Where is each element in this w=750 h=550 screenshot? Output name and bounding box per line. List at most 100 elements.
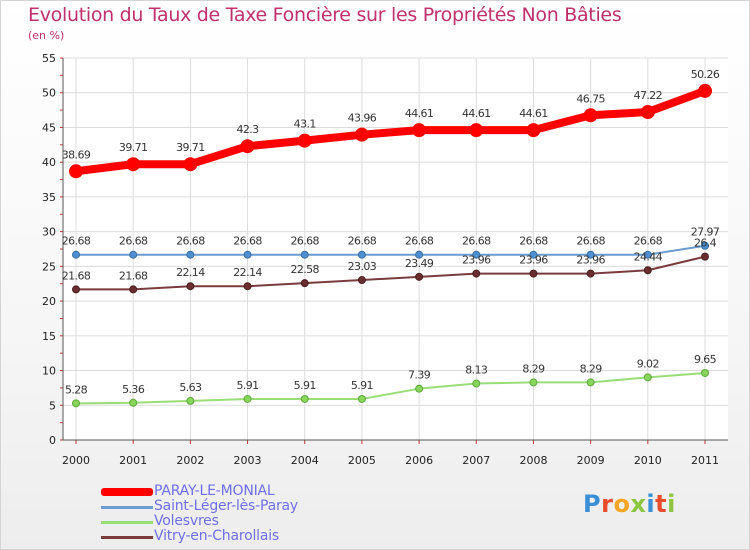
x-tick-label: 2006 bbox=[405, 454, 433, 467]
data-point bbox=[701, 252, 709, 261]
legend-label: Vitry-en-Charollais bbox=[154, 528, 280, 544]
series-line bbox=[75, 255, 706, 291]
data-point bbox=[183, 157, 198, 172]
legend-label: PARAY-LE-MONIAL bbox=[154, 483, 275, 499]
y-tick-label: 5 bbox=[49, 399, 56, 412]
y-tick-label: 25 bbox=[42, 260, 56, 273]
data-point bbox=[472, 269, 481, 278]
data-label: 26.68 bbox=[176, 235, 205, 248]
data-label: 23.96 bbox=[462, 254, 491, 267]
data-point bbox=[72, 250, 80, 259]
data-label: 26.68 bbox=[405, 235, 434, 248]
logo-letter: t bbox=[655, 490, 668, 518]
x-tick-label: 2007 bbox=[462, 454, 490, 467]
y-tick-label: 20 bbox=[42, 295, 56, 308]
data-label: 21.68 bbox=[119, 269, 148, 282]
legend-swatch bbox=[101, 506, 153, 509]
chart-unit-label: (en %) bbox=[28, 29, 65, 42]
data-label: 23.96 bbox=[519, 254, 548, 267]
data-point bbox=[701, 368, 709, 377]
data-point bbox=[357, 394, 366, 403]
series-line bbox=[75, 244, 706, 256]
y-tick-label: 40 bbox=[42, 156, 56, 169]
data-label: 22.14 bbox=[233, 266, 262, 279]
data-label: 26.68 bbox=[519, 235, 548, 248]
x-tick-label: 2001 bbox=[119, 454, 147, 467]
data-label: 39.71 bbox=[176, 141, 205, 154]
legend-label: Volesvres bbox=[154, 513, 219, 529]
data-point bbox=[472, 250, 481, 259]
data-point bbox=[586, 269, 595, 278]
legend-swatch bbox=[101, 488, 153, 496]
data-label: 26.68 bbox=[290, 235, 319, 248]
data-point bbox=[529, 269, 538, 278]
y-tick-label: 35 bbox=[42, 191, 56, 204]
data-label: 24.44 bbox=[634, 250, 663, 263]
data-label: 46.75 bbox=[576, 92, 605, 105]
logo-letter: r bbox=[601, 490, 614, 518]
data-point bbox=[243, 282, 252, 291]
y-tick-label: 50 bbox=[42, 87, 56, 100]
legend-swatch bbox=[101, 536, 153, 539]
data-point bbox=[640, 105, 655, 120]
data-label: 26.68 bbox=[233, 235, 262, 248]
y-tick-label: 55 bbox=[42, 52, 56, 65]
data-label: 26.68 bbox=[462, 235, 491, 248]
data-label: 5.91 bbox=[294, 379, 316, 392]
y-tick-label: 10 bbox=[42, 365, 56, 378]
data-point bbox=[300, 279, 309, 288]
data-label: 50.26 bbox=[691, 68, 720, 81]
data-point bbox=[72, 285, 80, 294]
data-label: 39.71 bbox=[119, 141, 148, 154]
data-label: 8.29 bbox=[522, 362, 545, 375]
legend-swatch bbox=[101, 521, 153, 524]
data-point bbox=[526, 123, 541, 138]
x-tick-label: 2010 bbox=[634, 454, 662, 467]
data-point bbox=[186, 250, 195, 259]
y-tick-label: 45 bbox=[42, 121, 56, 134]
x-tick-label: 2004 bbox=[291, 454, 319, 467]
data-point bbox=[412, 123, 427, 138]
data-point bbox=[415, 384, 424, 393]
data-label: 38.69 bbox=[62, 148, 91, 161]
data-label: 5.91 bbox=[236, 379, 258, 392]
logo-letter: P bbox=[583, 490, 602, 518]
data-point bbox=[415, 250, 424, 259]
data-label: 26.4 bbox=[694, 237, 717, 250]
data-label: 5.91 bbox=[351, 379, 373, 392]
data-point bbox=[297, 133, 312, 148]
data-label: 8.13 bbox=[465, 364, 488, 377]
chart-title: Evolution du Taux de Taxe Foncière sur l… bbox=[28, 4, 622, 26]
data-label: 22.58 bbox=[290, 263, 319, 276]
data-label: 23.49 bbox=[405, 257, 434, 270]
data-point bbox=[186, 282, 195, 291]
data-point bbox=[469, 123, 484, 138]
data-label: 47.22 bbox=[634, 89, 663, 102]
data-point bbox=[300, 394, 309, 403]
data-label: 21.68 bbox=[62, 269, 91, 282]
data-label: 9.02 bbox=[637, 357, 659, 370]
x-tick-label: 2009 bbox=[577, 454, 605, 467]
data-point bbox=[240, 139, 255, 154]
x-tick-label: 2005 bbox=[348, 454, 376, 467]
data-point bbox=[129, 398, 138, 407]
plot-area bbox=[63, 58, 728, 440]
data-point bbox=[129, 285, 138, 294]
data-point bbox=[586, 250, 595, 259]
y-tick-label: 15 bbox=[42, 330, 56, 343]
x-tick-label: 2000 bbox=[62, 454, 90, 467]
data-label: 42.3 bbox=[236, 123, 259, 136]
data-label: 7.39 bbox=[408, 369, 431, 382]
proxiti-logo: Proxiti bbox=[583, 490, 676, 518]
y-tick-label: 30 bbox=[42, 226, 56, 239]
data-point bbox=[643, 250, 652, 259]
legend-label: Saint-Léger-lès-Paray bbox=[154, 498, 299, 514]
data-point bbox=[357, 276, 366, 285]
data-point bbox=[583, 108, 598, 123]
data-label: 23.03 bbox=[348, 260, 377, 273]
logo-letter: i bbox=[667, 490, 676, 518]
data-point bbox=[529, 378, 538, 387]
data-point bbox=[643, 373, 652, 382]
data-label: 43.96 bbox=[348, 112, 377, 125]
x-tick-label: 2003 bbox=[234, 454, 262, 467]
